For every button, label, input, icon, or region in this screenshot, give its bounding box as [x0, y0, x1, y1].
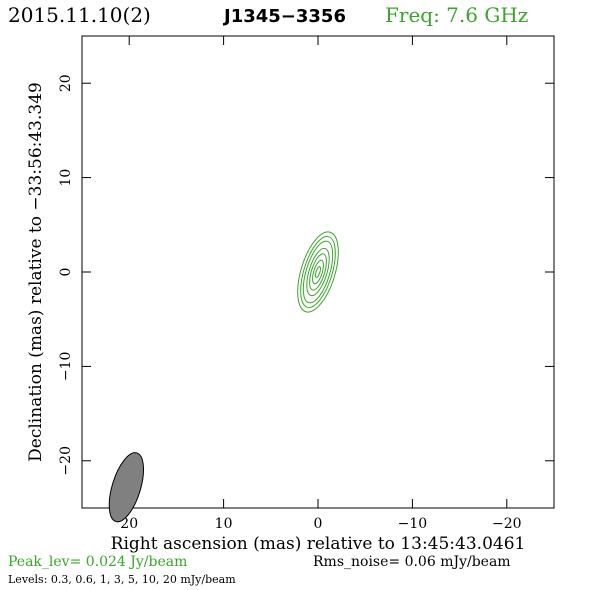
contour-line: [312, 259, 324, 285]
contour-line: [306, 247, 330, 297]
beam-ellipse-group: [108, 452, 144, 523]
contour-line: [309, 253, 327, 291]
x-axis-label: Right ascension (mas) relative to 13:45:…: [111, 534, 526, 554]
plot-frame: [81, 35, 555, 509]
y-tick-label: −10: [58, 352, 74, 382]
beam-ellipse: [108, 452, 144, 523]
contour-line: [302, 240, 334, 304]
observation-date: 2015.11.10(2): [8, 3, 151, 27]
x-tick-label: −10: [398, 516, 428, 532]
source-contours: [297, 231, 339, 313]
y-tick-label: −20: [58, 446, 74, 476]
peak-level: Peak_lev= 0.024 Jy/beam: [8, 554, 187, 570]
contour-levels: Levels: 0.3, 0.6, 1, 3, 5, 10, 20 mJy/be…: [8, 573, 236, 586]
y-tick-label: 0: [58, 268, 74, 277]
y-tick-label: 10: [58, 169, 74, 187]
x-tick-label: 0: [314, 516, 323, 532]
frequency-label: Freq: 7.6 GHz: [385, 3, 528, 27]
x-tick-label: 20: [120, 516, 138, 532]
y-tick-label: 20: [58, 74, 74, 92]
rms-noise: Rms_noise= 0.06 mJy/beam: [313, 554, 511, 570]
contour-line: [315, 266, 321, 278]
contour-line: [300, 236, 336, 308]
x-tick-label: 10: [215, 516, 233, 532]
axis-ticks: 20 10 0 −10 −20 20 10 0 −10 −20: [58, 36, 554, 532]
x-tick-label: −20: [492, 516, 522, 532]
y-axis-label: Declination (mas) relative to −33:56:43.…: [26, 82, 46, 462]
contour-line: [297, 231, 339, 313]
source-name: J1345−3356: [222, 6, 346, 27]
